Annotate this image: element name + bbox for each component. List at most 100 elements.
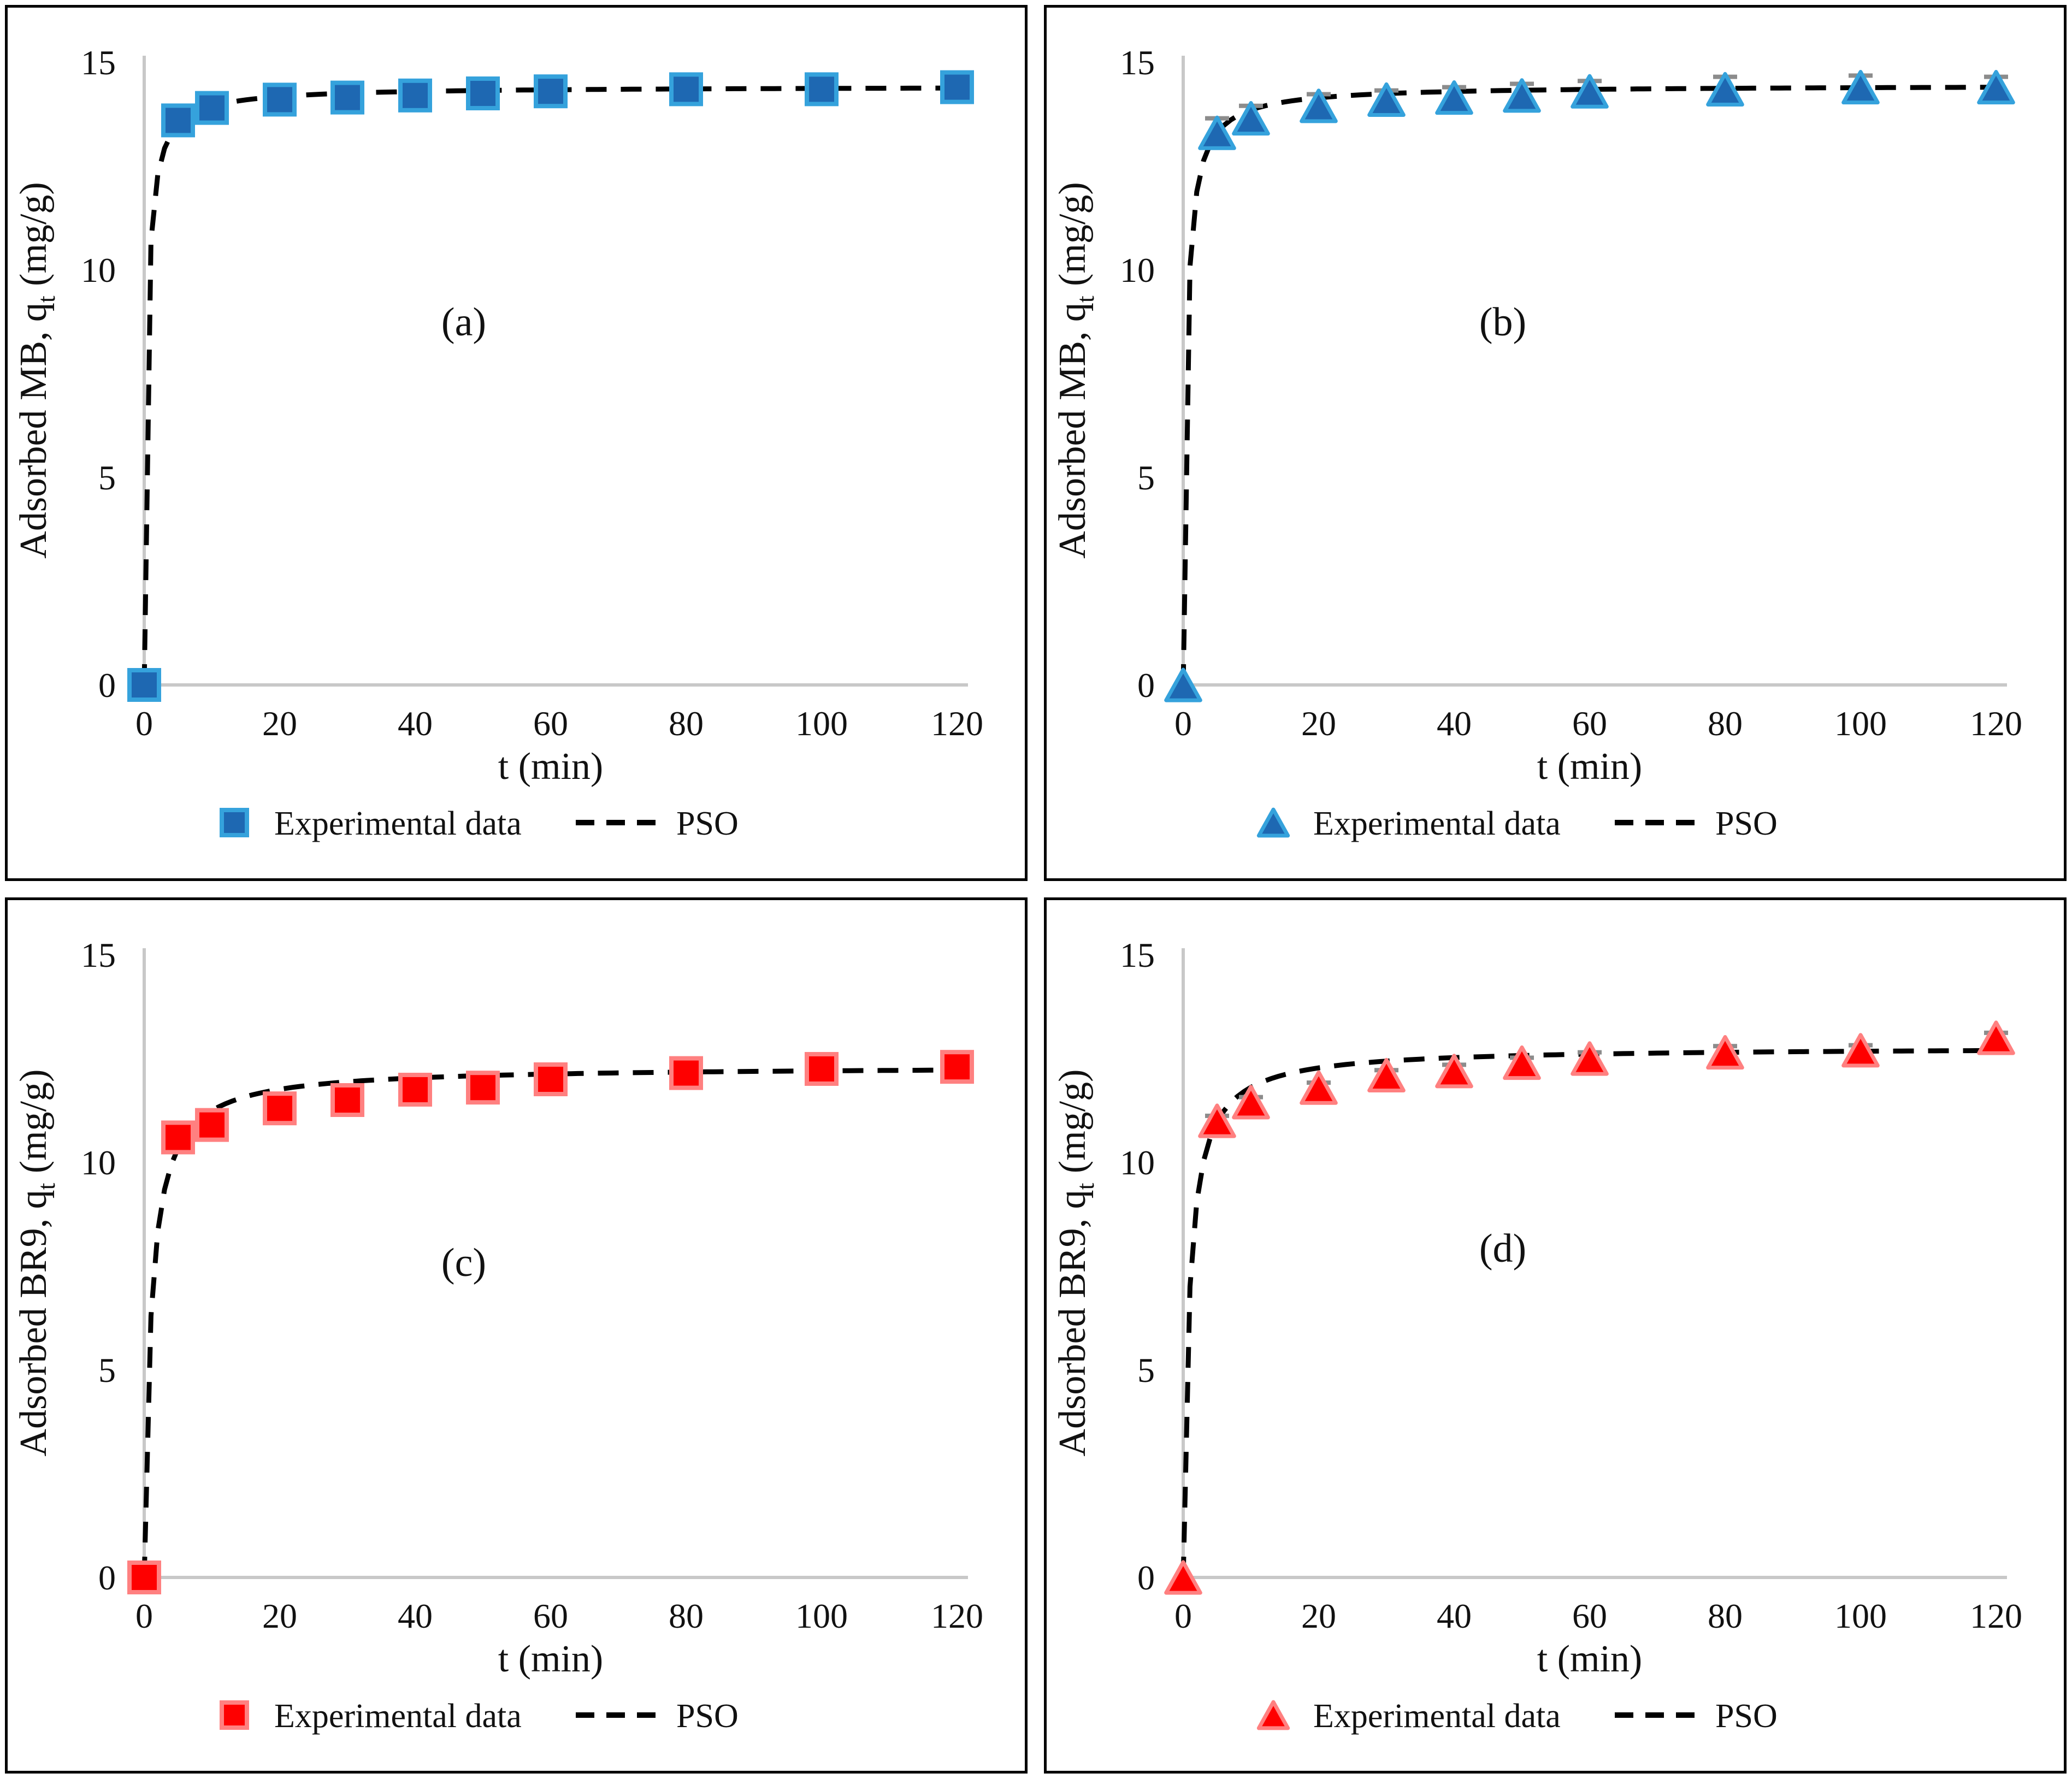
x-tick-label: 60 bbox=[533, 1597, 568, 1635]
y-tick-label: 0 bbox=[1137, 1558, 1155, 1597]
legend-marker bbox=[1256, 1700, 1290, 1730]
x-axis-title: t (min) bbox=[1537, 1638, 1642, 1680]
panel-letter: (d) bbox=[1479, 1226, 1526, 1271]
x-tick-label: 100 bbox=[1834, 704, 1887, 743]
x-tick-label: 0 bbox=[135, 1597, 153, 1635]
x-tick-label: 80 bbox=[669, 704, 704, 743]
y-tick-label: 5 bbox=[98, 1351, 116, 1390]
pso-curve bbox=[141, 85, 958, 685]
legend-label-pso: PSO bbox=[1715, 1698, 1778, 1735]
data-point-marker bbox=[534, 1062, 568, 1096]
x-tick-label: 80 bbox=[1708, 1597, 1743, 1635]
data-point-marker bbox=[669, 72, 703, 107]
y-tick-label: 15 bbox=[81, 43, 116, 82]
y-tick-label: 5 bbox=[1137, 458, 1155, 497]
legend-marker bbox=[220, 808, 249, 837]
data-point-marker bbox=[1367, 1057, 1406, 1092]
panel-c: 0 5 10 15 0 20 40 60 80 100 120 Adsorbed BR9, qt (m… bbox=[5, 897, 1028, 1774]
y-tick-label: 10 bbox=[1120, 1143, 1155, 1182]
data-point-marker bbox=[1503, 78, 1541, 113]
x-tick-label: 80 bbox=[1708, 704, 1743, 743]
x-tick-label: 40 bbox=[1437, 704, 1472, 743]
panel-a: 0 5 10 15 0 20 40 60 80 100 120 Adsorbed MB, qt (mg… bbox=[5, 5, 1028, 881]
panel-b: 0 5 10 15 0 20 40 60 80 100 120 Adsorbed MB, qt (mg… bbox=[1044, 5, 2067, 881]
legend-label-pso: PSO bbox=[1715, 805, 1778, 842]
panel-letter: (b) bbox=[1479, 300, 1526, 345]
y-tick-label: 15 bbox=[1120, 936, 1155, 974]
data-point-marker bbox=[466, 76, 500, 110]
data-point-marker bbox=[263, 82, 297, 117]
data-point-marker bbox=[669, 1056, 703, 1090]
data-point-marker bbox=[1198, 115, 1236, 150]
x-axis-title: t (min) bbox=[498, 1638, 603, 1680]
data-point-marker bbox=[1300, 1070, 1338, 1105]
x-tick-label: 60 bbox=[533, 704, 568, 743]
x-axis-title: t (min) bbox=[1537, 746, 1642, 788]
x-tick-label: 20 bbox=[1301, 1597, 1336, 1635]
data-point-marker bbox=[127, 1561, 161, 1594]
x-tick-label: 0 bbox=[1174, 1597, 1192, 1635]
data-point-marker bbox=[1435, 80, 1473, 115]
y-axis-title: Adsorbed MB, qt (mg/g) bbox=[1052, 182, 1099, 558]
x-tick-label: 80 bbox=[669, 1597, 704, 1635]
chart-panel-c: 0 5 10 15 0 20 40 60 80 100 120 Adsorbed BR9, qt (m… bbox=[13, 936, 983, 1735]
legend-label-experimental: Experimental data bbox=[274, 1698, 522, 1735]
y-tick-label: 0 bbox=[98, 666, 116, 705]
data-point-marker bbox=[1198, 1103, 1236, 1138]
y-tick-label: 5 bbox=[98, 458, 116, 497]
x-tick-label: 0 bbox=[1174, 704, 1192, 743]
data-point-marker bbox=[161, 103, 195, 138]
x-tick-label: 0 bbox=[135, 704, 153, 743]
data-point-marker bbox=[1571, 1041, 1609, 1076]
data-point-marker bbox=[330, 80, 364, 115]
data-point-marker bbox=[1367, 82, 1406, 117]
data-point-marker bbox=[1435, 1054, 1473, 1089]
legend-label-pso: PSO bbox=[676, 1698, 739, 1735]
data-point-marker bbox=[534, 74, 568, 109]
y-tick-label: 15 bbox=[81, 936, 116, 974]
x-axis-title: t (min) bbox=[498, 746, 603, 788]
x-tick-label: 120 bbox=[931, 704, 983, 743]
y-tick-label: 10 bbox=[81, 1143, 116, 1182]
x-tick-label: 20 bbox=[262, 1597, 297, 1635]
data-point-marker bbox=[466, 1071, 500, 1105]
data-point-marker bbox=[398, 1073, 432, 1107]
data-point-marker bbox=[1977, 70, 2015, 105]
data-point-marker bbox=[1706, 1035, 1744, 1070]
x-tick-label: 100 bbox=[795, 704, 848, 743]
data-point-marker bbox=[1164, 667, 1202, 702]
x-tick-label: 20 bbox=[1301, 704, 1336, 743]
data-point-marker bbox=[1232, 101, 1270, 136]
data-point-marker bbox=[161, 1120, 195, 1155]
x-tick-label: 40 bbox=[1437, 1597, 1472, 1635]
data-point-marker bbox=[127, 668, 161, 702]
panel-letter: (c) bbox=[441, 1240, 486, 1285]
legend-label-experimental: Experimental data bbox=[1313, 1698, 1561, 1735]
data-point-marker bbox=[805, 1052, 839, 1086]
data-point-marker bbox=[1841, 1033, 1880, 1068]
y-tick-label: 15 bbox=[1120, 43, 1155, 82]
data-point-marker bbox=[1300, 88, 1338, 123]
y-tick-label: 0 bbox=[98, 1558, 116, 1597]
legend-marker bbox=[220, 1700, 249, 1730]
panel-letter: (a) bbox=[441, 300, 486, 345]
x-tick-label: 100 bbox=[795, 1597, 848, 1635]
x-tick-label: 100 bbox=[1834, 1597, 1887, 1635]
x-tick-label: 40 bbox=[398, 1597, 433, 1635]
data-point-marker bbox=[1977, 1020, 2015, 1055]
data-point-marker bbox=[940, 70, 974, 104]
y-axis-title: Adsorbed BR9, qt (mg/g) bbox=[13, 1069, 60, 1457]
x-tick-label: 60 bbox=[1572, 704, 1607, 743]
data-point-marker bbox=[195, 1108, 229, 1142]
y-tick-label: 10 bbox=[81, 251, 116, 289]
x-tick-label: 120 bbox=[1970, 1597, 2022, 1635]
data-point-marker bbox=[1503, 1045, 1541, 1080]
data-point-marker bbox=[195, 91, 229, 125]
data-point-marker bbox=[1571, 74, 1609, 109]
legend-marker bbox=[1256, 807, 1290, 838]
pso-curve bbox=[141, 1067, 957, 1578]
data-point-marker bbox=[263, 1091, 297, 1126]
x-tick-label: 40 bbox=[398, 704, 433, 743]
pso-curve bbox=[1180, 85, 1997, 685]
legend-label-pso: PSO bbox=[676, 805, 739, 842]
